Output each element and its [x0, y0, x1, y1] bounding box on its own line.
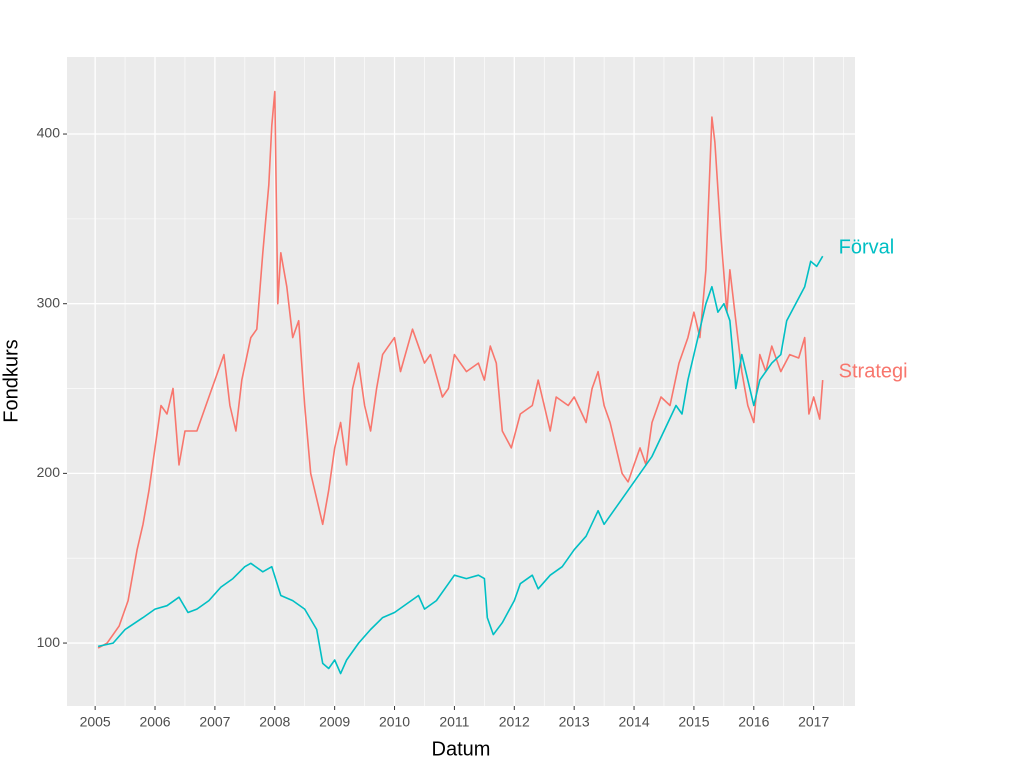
- y-axis-title: Fondkurs: [0, 339, 22, 422]
- x-axis-title: Datum: [432, 738, 491, 759]
- series-line: [97, 255, 824, 675]
- x-tick-label: 2014: [618, 714, 649, 730]
- x-tick-label: 2008: [259, 714, 290, 730]
- x-tick-label: 2013: [559, 714, 590, 730]
- lines: [97, 90, 824, 675]
- y-tick-label: 100: [37, 634, 61, 650]
- x-tick-label: 2009: [319, 714, 350, 730]
- x-tick-label: 2011: [439, 714, 469, 730]
- x-tick-label: 2012: [499, 714, 530, 730]
- x-tick-label: 2015: [678, 714, 709, 730]
- x-tick-label: 2010: [379, 714, 410, 730]
- series-label: Förval: [839, 236, 895, 258]
- y-tick-label: 400: [37, 125, 61, 141]
- x-tick-label: 2016: [738, 714, 769, 730]
- x-tick-label: 2005: [80, 714, 111, 730]
- y-tick-label: 200: [37, 464, 61, 480]
- x-tick-label: 2006: [139, 714, 170, 730]
- x-tick-label: 2017: [798, 714, 829, 730]
- series-line: [97, 90, 824, 649]
- series-label: Strategi: [839, 360, 908, 382]
- x-tick-label: 2007: [199, 714, 230, 730]
- y-tick-label: 300: [37, 294, 61, 310]
